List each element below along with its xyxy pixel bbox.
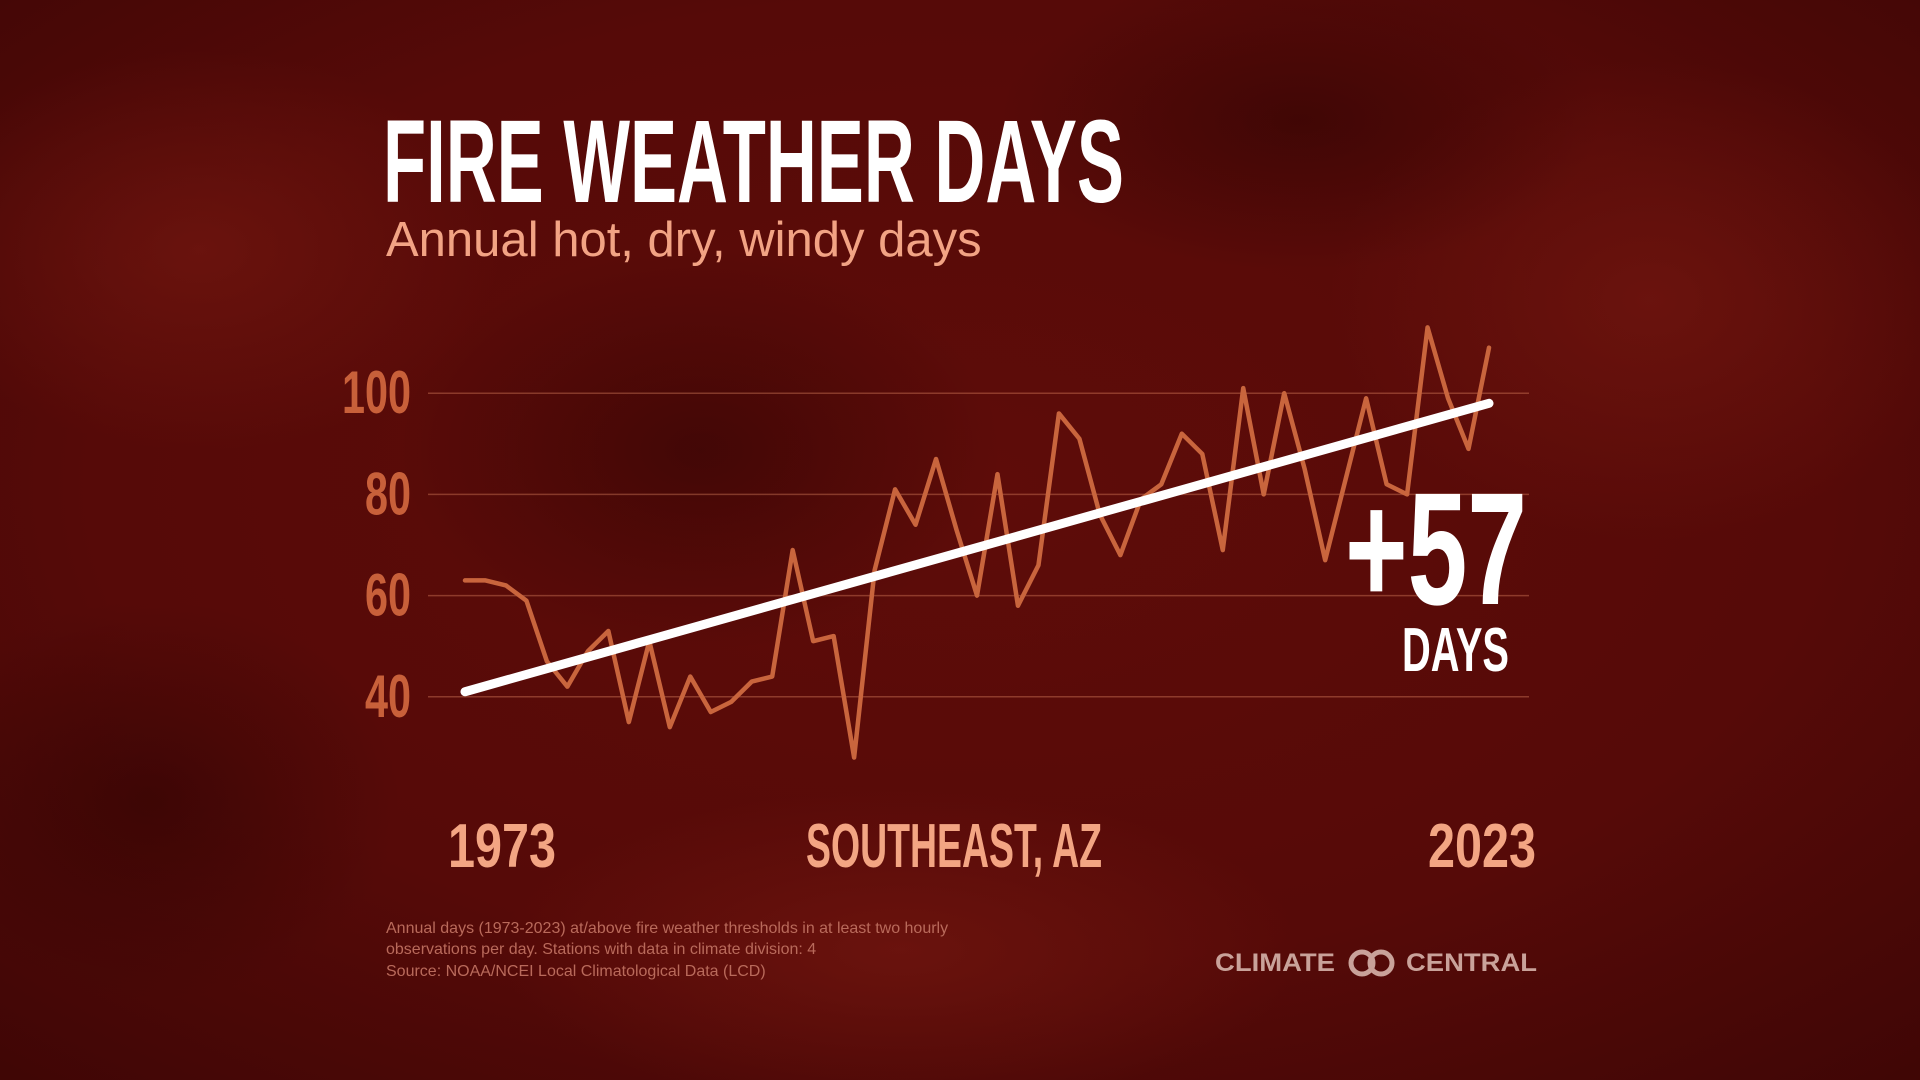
plot-area: 40 60 80 100 1973 2023 [342, 325, 1536, 881]
location-label: SOUTHEAST, AZ [806, 812, 1102, 881]
logo-text: CENTRAL [1406, 949, 1537, 977]
y-tick-label: 80 [365, 460, 411, 527]
chart-title: FIRE WEATHER DAYS [383, 96, 1124, 228]
annotation-unit: DAYS [1402, 616, 1509, 685]
y-tick-label: 40 [365, 663, 411, 730]
x-tick-label: 1973 [448, 812, 556, 881]
logo-icon [1348, 949, 1395, 977]
y-tick-label: 60 [365, 562, 411, 629]
footnote: Annual days (1973-2023) at/above fire we… [386, 920, 948, 937]
annotation-value: +57 [1345, 459, 1527, 638]
x-tick-label: 2023 [1428, 812, 1536, 881]
y-tick-label: 100 [342, 359, 411, 426]
logo-text: CLIMATE [1215, 949, 1335, 977]
footnote: Source: NOAA/NCEI Local Climatological D… [386, 963, 766, 980]
footnote: observations per day. Stations with data… [386, 941, 816, 958]
trend-line [460, 398, 1494, 697]
chart-subtitle: Annual hot, dry, windy days [386, 213, 982, 267]
data-line [462, 325, 1492, 760]
